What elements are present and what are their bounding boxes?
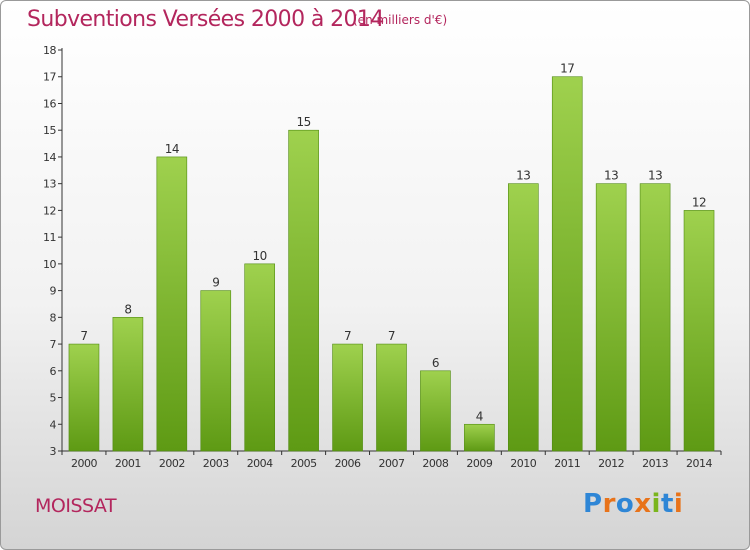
bar bbox=[595, 183, 627, 452]
bar bbox=[112, 317, 144, 452]
data-label: 10 bbox=[253, 249, 267, 263]
y-tick-label: 18 bbox=[43, 44, 56, 57]
x-tick-label: 2011 bbox=[554, 457, 580, 470]
x-tick-label: 2003 bbox=[203, 457, 229, 470]
bar bbox=[200, 290, 232, 452]
bar bbox=[376, 343, 407, 452]
logo-letter: i bbox=[673, 489, 684, 519]
data-label: 17 bbox=[560, 62, 574, 76]
bar bbox=[683, 210, 715, 452]
data-label: 12 bbox=[692, 195, 706, 209]
data-label: 15 bbox=[296, 115, 310, 129]
x-tick-label: 2009 bbox=[466, 457, 492, 470]
logo-letter: P bbox=[583, 489, 603, 519]
y-tick-label: 7 bbox=[50, 338, 57, 351]
logo-letter: r bbox=[602, 489, 616, 519]
data-label: 13 bbox=[604, 169, 618, 183]
x-tick-label: 2006 bbox=[335, 457, 361, 470]
bar bbox=[464, 423, 495, 452]
x-tick-label: 2001 bbox=[115, 457, 141, 470]
data-label: 8 bbox=[124, 302, 131, 316]
data-label: 13 bbox=[516, 169, 530, 183]
y-tick-label: 14 bbox=[43, 151, 56, 164]
data-label: 7 bbox=[80, 329, 87, 343]
data-label: 7 bbox=[344, 329, 351, 343]
y-tick-label: 13 bbox=[43, 178, 56, 191]
bar bbox=[420, 370, 451, 452]
logo-letter: o bbox=[615, 489, 635, 519]
y-tick-label: 12 bbox=[43, 204, 56, 217]
y-tick-label: 16 bbox=[43, 97, 56, 110]
y-tick-label: 11 bbox=[43, 231, 56, 244]
y-tick-label: 6 bbox=[50, 365, 57, 378]
x-tick-label: 2007 bbox=[379, 457, 405, 470]
y-tick-label: 5 bbox=[50, 392, 57, 405]
y-tick-label: 10 bbox=[43, 258, 56, 271]
bar bbox=[332, 343, 363, 452]
logo-letter: t bbox=[660, 489, 674, 519]
chart-subtitle: (en milliers d'€) bbox=[353, 13, 448, 27]
x-tick-label: 2012 bbox=[598, 457, 624, 470]
chart-title: Subventions Versées 2000 à 2014 bbox=[27, 7, 384, 32]
proxiti-logo: Proxiti bbox=[583, 489, 683, 519]
bar bbox=[156, 156, 188, 452]
data-label: 13 bbox=[648, 169, 662, 183]
y-tick-label: 3 bbox=[50, 445, 57, 458]
data-label: 7 bbox=[388, 329, 395, 343]
bar bbox=[639, 183, 671, 452]
x-tick-label: 2002 bbox=[159, 457, 185, 470]
bar bbox=[244, 263, 275, 452]
x-tick-label: 2008 bbox=[422, 457, 448, 470]
logo-letter: i bbox=[651, 489, 661, 519]
y-tick-label: 17 bbox=[43, 71, 56, 84]
x-tick-label: 2013 bbox=[642, 457, 668, 470]
x-tick-label: 2000 bbox=[71, 457, 97, 470]
y-tick-label: 9 bbox=[50, 285, 57, 298]
y-tick-label: 8 bbox=[50, 311, 57, 324]
x-tick-label: 2005 bbox=[291, 457, 317, 470]
data-label: 4 bbox=[476, 409, 483, 423]
logo-letter: x bbox=[634, 489, 652, 519]
data-label: 9 bbox=[212, 276, 219, 290]
bar bbox=[288, 129, 319, 452]
y-tick-label: 4 bbox=[50, 418, 57, 431]
commune-name: MOISSAT bbox=[35, 495, 117, 517]
y-tick-label: 15 bbox=[43, 124, 56, 137]
data-label: 6 bbox=[432, 356, 439, 370]
bar bbox=[507, 183, 539, 452]
x-tick-label: 2004 bbox=[247, 457, 273, 470]
x-tick-label: 2014 bbox=[686, 457, 712, 470]
data-label: 14 bbox=[165, 142, 179, 156]
bar bbox=[68, 343, 100, 452]
x-tick-label: 2010 bbox=[510, 457, 536, 470]
bar bbox=[551, 76, 583, 452]
